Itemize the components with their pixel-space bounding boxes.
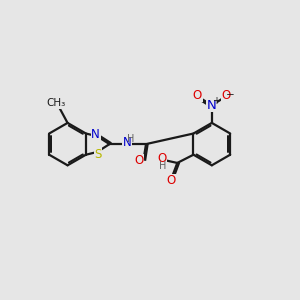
Text: CH₃: CH₃ [47, 98, 66, 109]
Text: N: N [92, 128, 100, 141]
Text: N: N [207, 99, 217, 112]
Text: O: O [222, 89, 231, 102]
Text: O: O [157, 152, 166, 165]
Text: H: H [127, 134, 134, 144]
Text: +: + [212, 95, 220, 106]
Text: S: S [94, 148, 102, 160]
Text: O: O [166, 174, 175, 187]
Text: H: H [159, 161, 166, 172]
Text: N: N [122, 136, 131, 149]
Text: O: O [193, 89, 202, 102]
Text: O: O [134, 154, 143, 167]
Text: −: − [226, 90, 235, 100]
